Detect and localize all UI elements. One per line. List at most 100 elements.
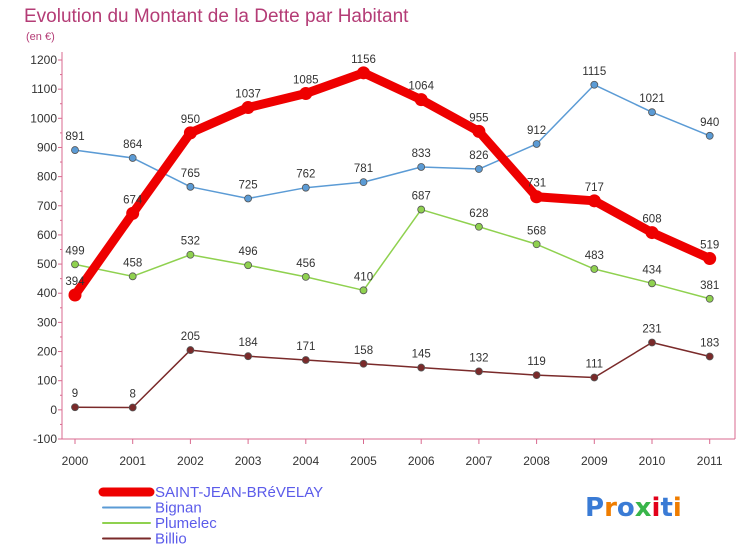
data-label: 519 [700,240,719,252]
x-tick-label: 2001 [119,454,146,468]
data-point [474,367,483,376]
x-tick-label: 2002 [177,454,204,468]
data-point [648,279,656,288]
logo-letter: r [604,493,617,523]
series-line-Billio [74,341,711,409]
y-tick-label: 500 [37,257,57,271]
y-tick-label: 700 [37,199,57,213]
data-label: 410 [354,271,373,283]
data-point [590,265,599,273]
legend-label: Plumelec [155,515,217,532]
data-point [417,163,426,171]
data-label: 145 [412,349,431,361]
logo-letter: t [660,493,672,523]
data-point [244,261,253,270]
data-label: 1115 [582,66,606,78]
data-point [472,124,486,138]
y-tick-label: 300 [37,315,57,329]
data-point [186,182,195,191]
data-point [414,93,428,107]
data-label: 864 [123,139,143,151]
data-point [128,272,137,281]
data-label: 381 [700,280,719,292]
data-point [474,222,483,231]
data-label: 762 [296,169,315,181]
x-tick-label: 2010 [639,454,666,468]
y-tick-label: 100 [37,374,57,388]
x-tick-label: 2006 [408,454,435,468]
data-point [299,87,313,101]
x-tick-label: 2003 [235,454,262,468]
data-labels: 394 674 950 1037 1085 1156 1064 955 731 717 608 519… [65,54,719,401]
data-label: 725 [239,179,258,191]
data-label: 496 [239,246,258,258]
data-point [705,352,714,361]
y-tick-label: 400 [37,286,57,300]
data-label: 674 [123,194,143,206]
chart-title: Evolution du Montant de la Dette par Hab… [24,6,409,27]
data-label: 394 [65,276,85,288]
data-point [417,363,426,372]
data-point [530,190,544,204]
data-label: 132 [469,352,488,364]
x-tick-label: 2009 [581,454,608,468]
logo-letter: o [617,493,635,523]
logo-letter: i [652,493,661,523]
data-point [186,250,195,259]
axes: -100 0 100 200 300 400 500 600 700 800 900 1000 1100… [30,52,736,468]
data-point [68,288,82,302]
data-point [645,226,659,240]
data-label: 184 [239,337,259,349]
data-label: 826 [469,150,488,162]
data-label: 955 [469,112,488,124]
series-line-Bignan [74,84,711,200]
y-tick-label: 1000 [30,111,57,125]
data-point [241,101,255,115]
data-label: 950 [181,114,200,126]
data-label: 111 [586,358,603,370]
data-label: 1064 [408,81,434,93]
data-point [359,359,368,368]
data-label: 171 [296,341,315,353]
data-point [244,352,253,361]
series-line-SAINT-JEAN-BRéVELAY [70,68,715,300]
y-tick-label: 900 [37,140,57,154]
data-label: 158 [354,345,373,357]
series-lines [68,66,717,412]
data-label: 765 [181,168,200,180]
data-point [474,165,483,173]
y-tick-label: 800 [37,170,57,184]
x-tick-label: 2011 [697,454,723,468]
data-label: 940 [700,117,719,129]
data-point [301,273,310,281]
data-label: 499 [65,245,84,257]
data-label: 731 [527,178,546,190]
data-point [357,66,370,80]
data-label: 781 [354,163,373,175]
data-label: 8 [129,389,135,401]
data-point [359,178,368,187]
data-point [532,240,541,249]
x-tick-label: 2004 [292,454,319,468]
logo-letter: x [635,493,652,523]
data-point [128,403,137,412]
data-label: 205 [181,331,200,343]
data-label: 687 [412,191,431,203]
data-point [532,371,541,380]
data-label: 1021 [639,93,665,105]
data-label: 458 [123,257,142,269]
x-tick-label: 2008 [523,454,550,468]
x-tick-label: 2000 [62,454,89,468]
data-point [71,260,79,269]
data-point [126,206,140,220]
data-point [705,294,714,303]
data-point [417,205,426,214]
x-tick-label: 2007 [466,454,493,468]
data-point [590,373,599,382]
logo-letter: P [585,493,604,523]
data-label: 1156 [351,54,376,66]
proxiti-logo: Proxiti [585,493,682,523]
data-point [71,146,79,154]
data-label: 912 [527,125,546,137]
